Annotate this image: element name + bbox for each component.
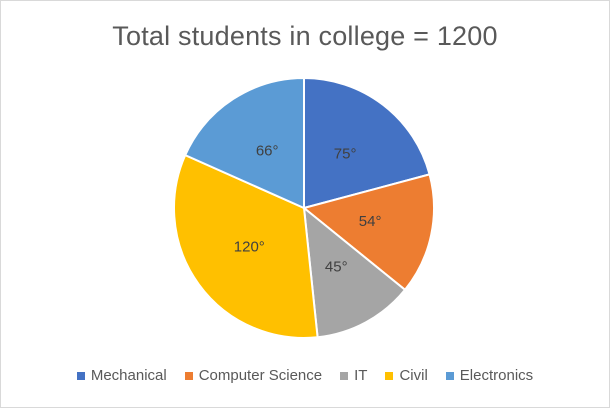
legend-swatch [340,371,349,380]
legend-label: IT [354,367,368,384]
pie-slice-mechanical [303,76,431,210]
legend: Mechanical Computer Science IT Civil Electro… [1,367,609,384]
legend-swatch [184,371,193,380]
legend-item: IT [340,367,367,384]
legend-item: Computer Science [184,367,323,384]
data-label-civil: 120° [234,239,265,256]
legend-swatch [445,371,454,380]
legend-label: Mechanical [90,367,167,384]
legend-swatch [385,371,394,380]
pie-slice-it [302,205,407,339]
data-label-it: 45° [325,258,348,275]
legend-swatch [76,371,85,380]
chart-title: Total students in college = 1200 [112,21,498,51]
data-label-computer-science: 54° [359,213,382,230]
pie-chart: 75° 54° 45° 120° 66° [173,76,435,339]
legend-item: Electronics [445,367,534,384]
legend-label: Computer Science [198,367,323,384]
data-label-electronics: 66° [256,142,279,159]
data-label-mechanical: 75° [334,145,357,162]
legend-label: Civil [399,367,428,384]
legend-label: Electronics [459,367,534,384]
pie-slice-computer-science [301,173,435,292]
pie-slice-electronics [183,76,305,210]
legend-item: Mechanical [76,367,167,384]
pie-slice-civil [173,153,319,339]
legend-item: Civil [385,367,428,384]
